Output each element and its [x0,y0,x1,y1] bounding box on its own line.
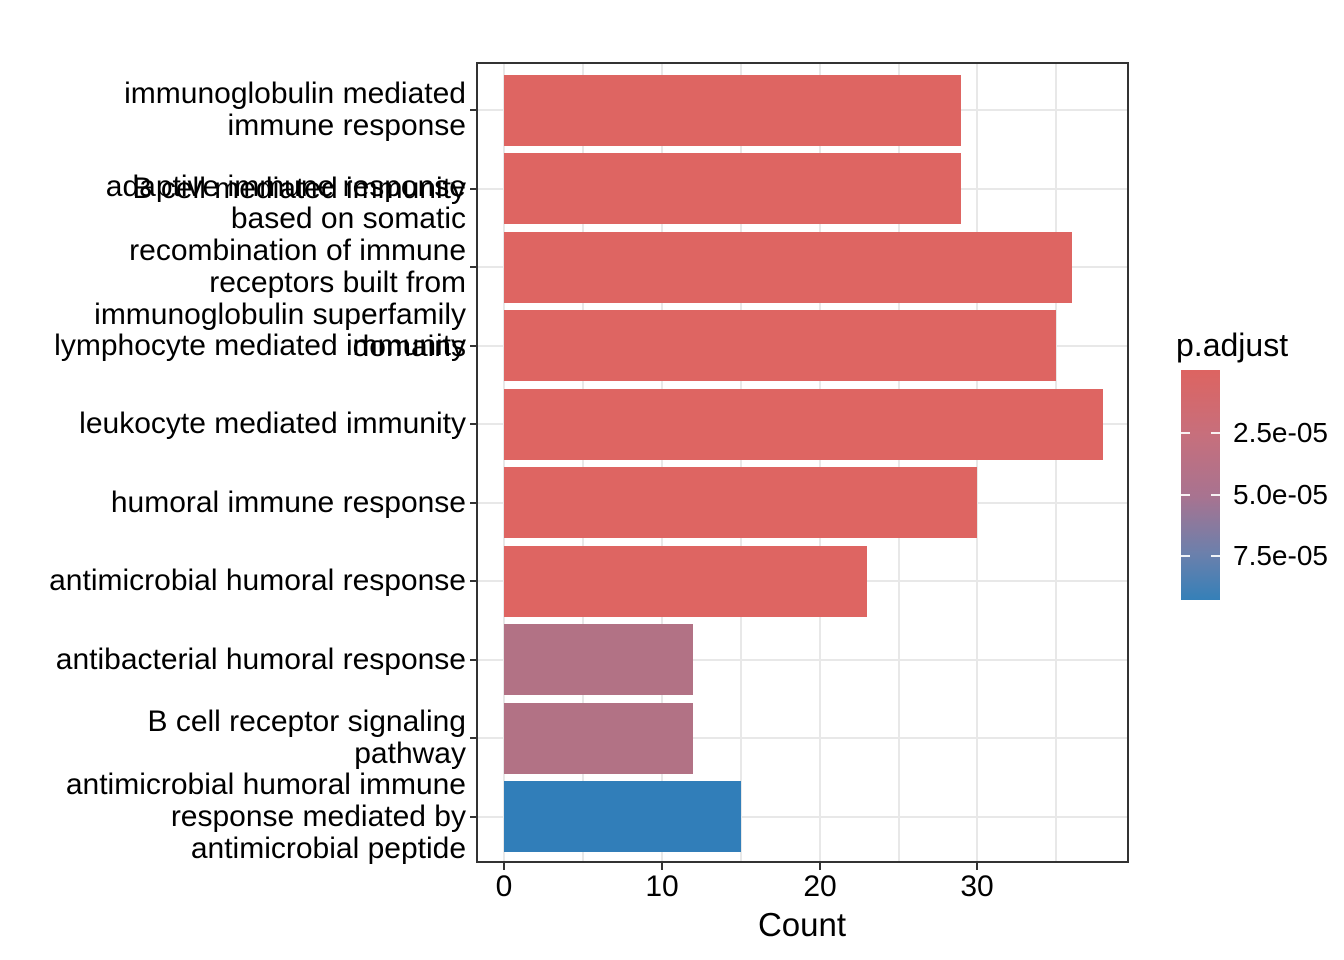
legend-tick-label: 2.5e-05 [1233,417,1328,448]
gridline-vertical [819,62,821,863]
x-axis-title: Count [757,906,847,943]
gridline-horizontal [476,737,1129,739]
y-axis-label-line: immunoglobulin mediated [124,77,466,110]
y-axis-tick [470,737,476,739]
y-axis-tick [470,266,476,268]
x-tick-label: 30 [960,870,994,903]
y-axis-tick [470,109,476,111]
x-axis-tick [661,863,663,870]
gridline-vertical [503,62,505,863]
y-axis-label-line: antimicrobial peptide [190,832,466,865]
x-axis-tick [976,863,978,870]
y-axis-label-line: lymphocyte mediated immunity [54,329,466,362]
bar [504,703,693,774]
y-axis-tick [470,580,476,582]
y-axis-label-line: recombination of immune [129,234,466,267]
bar [504,153,961,224]
gridline-horizontal [476,816,1129,818]
bar [504,75,961,146]
bar [504,781,741,852]
y-axis-label-line: based on somatic [230,202,466,235]
legend-tick-left [1181,494,1190,496]
legend-title: p.adjust [1176,327,1289,363]
y-axis-label-line: response mediated by [170,800,466,833]
y-axis-label-line: B cell mediated immunity [132,172,466,205]
x-tick-label: 0 [495,870,513,903]
legend-tick-label: 7.5e-05 [1233,540,1328,571]
legend-tick-left [1181,432,1190,434]
y-axis-tick [470,423,476,425]
y-axis-label-line: humoral immune response [110,486,466,519]
bar [504,546,867,617]
y-axis-tick [470,659,476,661]
bar [504,467,977,538]
y-axis-tick [470,188,476,190]
bar [504,624,693,695]
y-axis-label-line: receptors built from [209,266,466,299]
gridline-horizontal [476,659,1129,661]
bar [504,389,1103,460]
y-axis-label-line: adaptive immune response [105,170,466,203]
y-axis-label-line: immune response [227,109,466,142]
gridline-vertical [976,62,978,863]
legend-tick-right [1211,432,1220,434]
y-axis-label-line: leukocyte mediated immunity [79,407,466,440]
x-axis-tick [819,863,821,870]
legend-tick-label: 5.0e-05 [1233,479,1328,510]
y-axis-label-line: pathway [354,737,466,770]
x-tick-label: 20 [803,870,837,903]
legend-gradient-bar [1181,370,1220,600]
bar [504,310,1056,381]
gridline-vertical [1055,62,1057,863]
gridline-vertical [898,62,900,863]
legend-tick-right [1211,555,1220,557]
y-axis-label-line: immunoglobulin superfamily [94,298,466,331]
gridline-vertical [661,62,663,863]
x-tick-label: 10 [645,870,679,903]
y-axis-label-line: antibacterial humoral response [55,643,466,676]
legend-tick-left [1181,555,1190,557]
gridline-vertical [740,62,742,863]
y-axis-label-line: B cell receptor signaling [147,705,466,738]
gridline-vertical [582,62,584,863]
y-axis-tick [470,345,476,347]
y-axis-label-line: antimicrobial humoral response [49,564,466,597]
y-axis-tick [470,502,476,504]
bar [504,232,1072,303]
x-axis-tick [503,863,505,870]
legend-tick-right [1211,494,1220,496]
y-axis-tick [470,816,476,818]
y-axis-label-line: domains [352,330,466,363]
y-axis-label-line: antimicrobial humoral immune [65,768,466,801]
